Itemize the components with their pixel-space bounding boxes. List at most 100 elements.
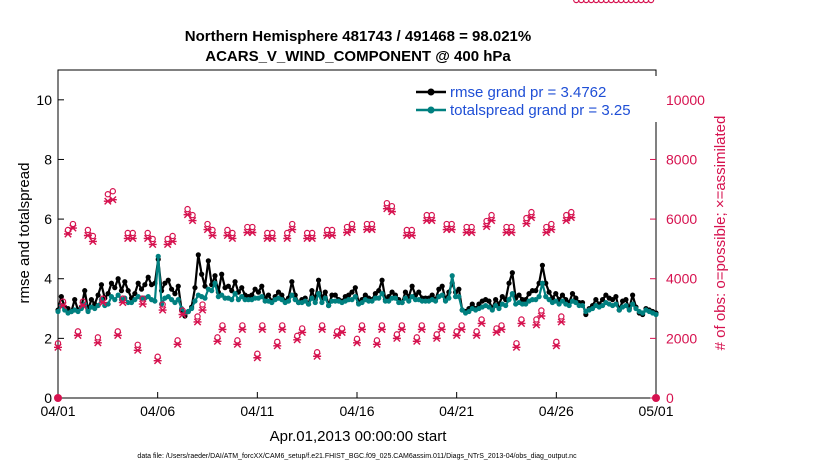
totalspread-point bbox=[653, 311, 659, 318]
rmse-point bbox=[376, 288, 382, 294]
rmse-point bbox=[623, 297, 629, 303]
legend-box bbox=[408, 76, 658, 122]
obs-possible-marker bbox=[513, 340, 520, 347]
rmse-point bbox=[379, 277, 385, 283]
left-y-axis-label: rmse and totalspread bbox=[16, 163, 33, 304]
x-tick-label: 04/06 bbox=[140, 403, 175, 419]
rmse-point bbox=[219, 271, 225, 277]
legend-rmse-marker bbox=[427, 88, 435, 96]
obs-possible-marker bbox=[269, 229, 276, 237]
obs-assimilated-marker bbox=[188, 216, 197, 225]
totalspread-point bbox=[75, 308, 81, 315]
totalspread-point bbox=[92, 305, 98, 312]
obs-assimilated-marker bbox=[78, 301, 87, 310]
totalspread-point bbox=[289, 292, 295, 298]
totalspread-point bbox=[616, 307, 622, 313]
obs-assimilated-marker bbox=[113, 331, 122, 340]
obs-assimilated-marker bbox=[278, 325, 287, 334]
obs-assimilated-marker bbox=[283, 234, 292, 243]
totalspread-point bbox=[459, 307, 465, 313]
totalspread-point bbox=[55, 308, 61, 315]
obs-assimilated-marker bbox=[168, 237, 177, 246]
obs-count-layer bbox=[54, 0, 660, 402]
obs-possible-marker bbox=[358, 322, 366, 329]
rmse-point bbox=[346, 292, 352, 298]
obs-assimilated-marker bbox=[482, 222, 491, 231]
chart-title-line-2: ACARS_V_WIND_COMPONENT @ 400 hPa bbox=[205, 48, 511, 65]
rmse-point bbox=[546, 289, 552, 295]
legend-spread-label: totalspread grand pr = 3.25 bbox=[450, 102, 631, 119]
totalspread-point bbox=[78, 305, 84, 312]
x-tick-label: 04/01 bbox=[40, 403, 75, 419]
obs-possible-marker bbox=[209, 226, 216, 234]
totalspread-point bbox=[319, 299, 325, 306]
obs-possible-marker bbox=[642, 0, 650, 4]
legend: rmse grand pr = 3.4762 totalspread grand… bbox=[408, 76, 658, 122]
totalspread-point bbox=[573, 299, 579, 306]
obs-assimilated-marker bbox=[138, 300, 147, 308]
totalspread-point bbox=[623, 302, 629, 309]
obs-possible-marker bbox=[99, 295, 107, 302]
chart-title-line-1: Northern Hemisphere 481743 / 491468 = 98… bbox=[185, 28, 531, 45]
obs-possible-marker bbox=[548, 220, 555, 228]
rmse-point bbox=[436, 286, 442, 292]
obs-possible-marker bbox=[318, 322, 326, 329]
x-tick-label: 04/16 bbox=[339, 403, 374, 419]
rmse-point bbox=[232, 279, 238, 285]
obs-assimilated-marker bbox=[412, 337, 421, 346]
obs-assimilated-marker bbox=[173, 340, 182, 349]
right-y-axis: 0 2000 4000 6000 8000 10000 bbox=[650, 92, 705, 406]
rmse-point bbox=[108, 280, 115, 286]
obs-possible-marker bbox=[393, 331, 401, 338]
obs-possible-marker bbox=[219, 322, 226, 329]
rmse-point bbox=[162, 280, 168, 286]
totalspread-point bbox=[95, 302, 101, 309]
obs-possible-marker bbox=[408, 226, 416, 234]
obs-assimilated-marker bbox=[193, 318, 202, 326]
rmse-point bbox=[95, 292, 101, 298]
obs-possible-marker bbox=[119, 295, 126, 302]
legend-spread-marker bbox=[427, 106, 435, 114]
obs-possible-marker bbox=[533, 316, 540, 323]
obs-possible-marker bbox=[383, 199, 391, 207]
totalspread-point bbox=[349, 297, 355, 303]
obs-assimilated-marker bbox=[552, 342, 561, 350]
totalspread-point bbox=[359, 299, 365, 306]
obs-possible-marker bbox=[448, 220, 455, 228]
obs-assimilated-marker bbox=[487, 216, 496, 225]
obs-assimilated-marker bbox=[477, 319, 486, 328]
rmse-point bbox=[265, 292, 272, 298]
obs-possible-marker bbox=[558, 313, 565, 320]
totalspread-point bbox=[442, 298, 449, 304]
obs-possible-marker bbox=[612, 0, 620, 4]
totalspread-point bbox=[168, 297, 175, 303]
obs-assimilated-marker bbox=[258, 325, 267, 334]
totalspread-point bbox=[533, 297, 539, 303]
left-y-tick-label: 8 bbox=[44, 151, 52, 167]
obs-possible-marker bbox=[74, 328, 82, 335]
obs-assimilated-marker bbox=[537, 312, 546, 320]
obs-assimilated-marker bbox=[58, 301, 67, 310]
totalspread-point bbox=[269, 299, 275, 306]
series-layer bbox=[55, 252, 659, 319]
left-y-axis: 0 2 4 6 8 10 bbox=[36, 92, 64, 406]
obs-assimilated-marker bbox=[253, 354, 262, 362]
totalspread-point bbox=[185, 308, 191, 315]
totalspread-point bbox=[172, 299, 178, 306]
totalspread-point bbox=[379, 291, 385, 297]
rmse-point bbox=[469, 301, 475, 307]
totalspread-point bbox=[128, 299, 135, 306]
obs-possible-marker bbox=[588, 0, 595, 4]
obs-assimilated-marker bbox=[318, 325, 327, 334]
totalspread-point bbox=[302, 298, 308, 304]
obs-possible-marker bbox=[134, 341, 141, 348]
obs-possible-marker bbox=[79, 298, 87, 305]
obs-assimilated-marker bbox=[328, 231, 337, 240]
obs-possible-marker bbox=[294, 332, 301, 340]
obs-assimilated-marker bbox=[273, 342, 282, 350]
totalspread-point bbox=[312, 299, 318, 306]
obs-possible-marker bbox=[89, 232, 97, 240]
obs-assimilated-marker bbox=[238, 325, 247, 334]
totalspread-point bbox=[599, 302, 606, 309]
obs-possible-marker bbox=[139, 295, 146, 302]
